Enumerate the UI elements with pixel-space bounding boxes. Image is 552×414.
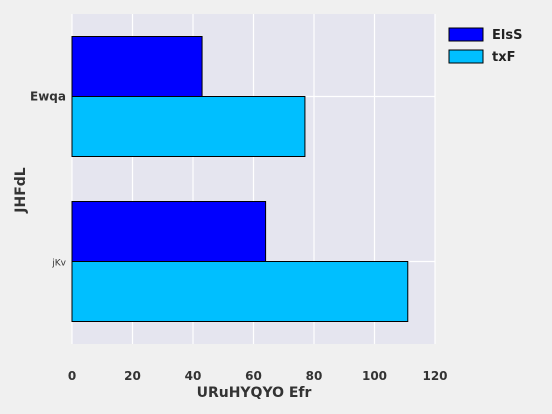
- bar-ElsS-jKv: [71, 201, 267, 262]
- bars: [71, 36, 409, 322]
- x-tick-label: 20: [124, 369, 141, 383]
- x-tick-label: 100: [362, 369, 387, 383]
- bar-txF-Ewqa: [71, 96, 306, 157]
- x-tick-label: 0: [68, 369, 76, 383]
- legend-swatch: [448, 27, 484, 42]
- x-tick-label: 40: [185, 369, 202, 383]
- x-tick-label: 60: [245, 369, 262, 383]
- bar-txF-jKv: [71, 261, 409, 322]
- x-tick-label: 120: [422, 369, 447, 383]
- bar-ElsS-Ewqa: [71, 36, 203, 97]
- legend-entry: ElsS: [492, 28, 522, 43]
- x-tick-label: 80: [306, 369, 323, 383]
- legend-swatch: [448, 49, 484, 64]
- y-tick-label: jKv: [51, 259, 66, 269]
- y-axis-label: JHFdL: [13, 167, 29, 214]
- legend-entry: txF: [492, 50, 515, 65]
- x-axis-ticks: 0 20 40 60 80 100 120: [68, 369, 448, 383]
- x-axis-label: URuHYQYO Efr: [197, 385, 312, 401]
- y-tick-label: Ewqa: [30, 90, 66, 104]
- legend: ElsS txF: [448, 27, 522, 65]
- y-axis-ticks: Ewqa jKv: [30, 90, 67, 269]
